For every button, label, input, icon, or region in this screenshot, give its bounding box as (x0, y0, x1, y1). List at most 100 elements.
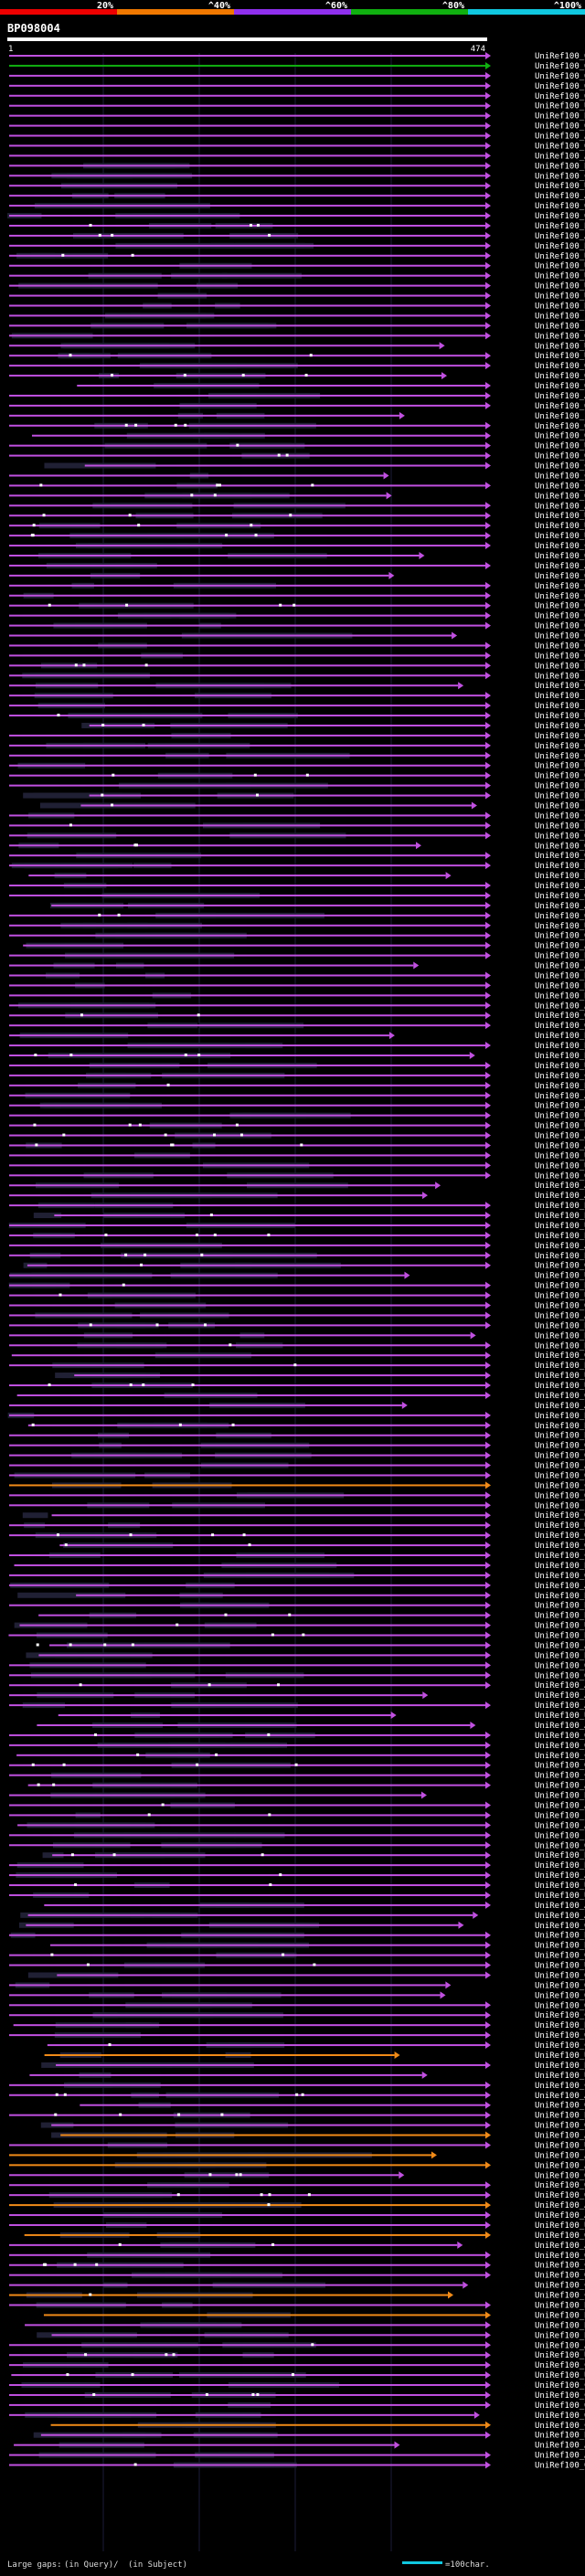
hit-label[interactable]: UniRef100_A7N2J1 (535, 1192, 585, 1201)
hit-label[interactable]: UniRef100_B6VDP0 (535, 782, 585, 791)
hit-label[interactable]: UniRef100_UP1000... (535, 522, 585, 531)
hit-label[interactable]: UniRef100_UP1000... (535, 1062, 585, 1071)
hit-label[interactable]: UniRef100_A9NWX0 (535, 232, 585, 241)
hit-label[interactable]: UniRef100_B9HQ95 (535, 1232, 585, 1241)
hit-label[interactable]: UniRef100_B3NXD2 (535, 991, 585, 1001)
hit-label[interactable]: UniRef100_Q7S398 (535, 1171, 585, 1181)
hit-label[interactable]: UniRef100_UP1000... (535, 2051, 585, 2061)
hit-label[interactable]: UniRef100_B4LGU3 (535, 822, 585, 831)
hit-label[interactable]: UniRef100_Q8LPE2 (535, 1732, 585, 1741)
hit-label[interactable]: UniRef100_P09102 (535, 412, 585, 421)
hit-label[interactable]: UniRef100_Q2HZY3 (535, 212, 585, 221)
hit-label[interactable]: UniRef100_UP1000... (535, 1521, 585, 1531)
hit-label[interactable]: UniRef100_UP1000... (535, 1112, 585, 1121)
hit-label[interactable]: UniRef100_B4P1Y3 (535, 1032, 585, 1041)
hit-label[interactable]: UniRef100_C4T047 (535, 2082, 585, 2091)
hit-label[interactable]: UniRef100_Q42366 (535, 1392, 585, 1401)
hit-label[interactable]: UniRef100_Q70JV3 (535, 142, 585, 151)
hit-label[interactable]: UniRef100_C4E6E0 (535, 2381, 585, 2390)
hit-label[interactable]: UniRef100_Q7ZTJ5 (535, 722, 585, 731)
hit-label[interactable]: UniRef100_C6VRM6 (535, 2282, 585, 2291)
hit-label[interactable]: UniRef100_Q7XPC0 (535, 2252, 585, 2261)
hit-label[interactable]: UniRef100_Q3U738 (535, 552, 585, 561)
hit-label[interactable]: UniRef100_Q06002 (535, 1981, 585, 1990)
hit-label[interactable]: UniRef100_A3GTV8 (535, 2151, 585, 2160)
hit-label[interactable]: UniRef100_A5USV4 (535, 1641, 585, 1650)
hit-label[interactable]: UniRef100_Q3UDR2 (535, 492, 585, 501)
hit-label[interactable]: UniRef100_B3MSC2 (535, 1321, 585, 1330)
hit-label[interactable]: UniRef100_Q3TF72 (535, 652, 585, 661)
hit-label[interactable]: UniRef100_Q17967 (535, 432, 585, 441)
hit-label[interactable]: UniRef100_UP1000... (535, 282, 585, 292)
hit-label[interactable]: UniRef100_Q8R4G2 (535, 842, 585, 851)
hit-label[interactable]: UniRef100_B6W5M6 (535, 162, 585, 171)
hit-label[interactable]: UniRef100_A8XQC9 (535, 2452, 585, 2461)
hit-label[interactable]: UniRef100_Q4VRH9 (535, 732, 585, 741)
hit-label[interactable]: UniRef100_UP1000... (535, 1622, 585, 1631)
hit-label[interactable]: UniRef100_Q6ZR17 (535, 752, 585, 761)
hit-label[interactable]: UniRef100_UP1000... (535, 262, 585, 271)
hit-label[interactable]: UniRef100_UP1000... (535, 182, 585, 191)
hit-label[interactable]: UniRef100_A4L733 (535, 1002, 585, 1011)
hit-label[interactable]: UniRef100_UP1000... (535, 2371, 585, 2380)
hit-label[interactable]: UniRef100_P54399 (535, 802, 585, 811)
hit-label[interactable]: UniRef100_Q3URP6 (535, 582, 585, 591)
hit-label[interactable]: UniRef100_B3MVK1 (535, 1212, 585, 1221)
hit-label[interactable]: UniRef100_Q1EP18 (535, 1471, 585, 1480)
hit-label[interactable]: UniRef100_P04785 (535, 692, 585, 701)
hit-label[interactable]: UniRef100_UP1000... (535, 1962, 585, 1971)
hit-label[interactable]: UniRef100_Q2M1E1 (535, 2031, 585, 2041)
hit-label[interactable]: UniRef100_Q1HGL1 (535, 402, 585, 411)
hit-label[interactable]: UniRef100_Q10D23 (535, 1491, 585, 1500)
hit-label[interactable]: UniRef100_Q8VG13 (535, 1991, 585, 2000)
hit-label[interactable]: UniRef100_Q1HZW3 (535, 422, 585, 431)
hit-label[interactable]: UniRef100_B9MM02 (535, 2432, 585, 2441)
hit-label[interactable]: UniRef100_UP1000... (535, 272, 585, 281)
hit-label[interactable]: UniRef100_UP1000... (535, 2072, 585, 2081)
hit-label[interactable]: UniRef100_P21195 (535, 312, 585, 321)
hit-label[interactable]: UniRef100_A9Q071 (535, 152, 585, 161)
hit-label[interactable]: UniRef100_P85626 (535, 1831, 585, 1840)
hit-label[interactable]: UniRef100_Q4U5F6 (535, 72, 585, 81)
hit-label[interactable]: UniRef100_C4TAB0 (535, 2292, 585, 2301)
hit-label[interactable]: UniRef100_Q5EUD0 (535, 2272, 585, 2281)
hit-label[interactable]: UniRef100_A9UUM5 (535, 1681, 585, 1691)
hit-label[interactable]: UniRef100_C0PF57 (535, 1552, 585, 1561)
hit-label[interactable]: UniRef100_B1MT44 (535, 1412, 585, 1421)
hit-label[interactable]: UniRef100_A9SQ21 (535, 1902, 585, 1911)
hit-label[interactable]: UniRef100_Q9GPH2 (535, 852, 585, 861)
hit-label[interactable]: UniRef100_UP1000... (535, 252, 585, 261)
hit-label[interactable]: UniRef100_Q3UBY9 (535, 772, 585, 781)
hit-label[interactable]: UniRef100_Q13087 (535, 1012, 585, 1021)
hit-label[interactable]: UniRef100_B3R733 (535, 1362, 585, 1371)
hit-label[interactable]: UniRef100_UP1000... (535, 352, 585, 361)
hit-label[interactable]: UniRef100_UP1000... (535, 1892, 585, 1901)
hit-label[interactable]: UniRef100_A9UNT5 (535, 882, 585, 891)
hit-label[interactable]: UniRef100_A5EUN9 (535, 2242, 585, 2251)
hit-label[interactable]: UniRef100_C5XRS2 (535, 1072, 585, 1081)
hit-label[interactable]: UniRef100_UP1000... (535, 2351, 585, 2360)
hit-label[interactable]: UniRef100_B0WFQ4 (535, 872, 585, 881)
hit-label[interactable]: UniRef100_A9RS99 (535, 2132, 585, 2141)
hit-label[interactable]: UniRef100_B9SWB5 (535, 1082, 585, 1091)
hit-label[interactable]: UniRef100_Q67IX6 (535, 1671, 585, 1680)
hit-label[interactable]: UniRef100_A6JFD4 (535, 1182, 585, 1191)
hit-label[interactable]: UniRef100_Q1EPN3 (535, 1302, 585, 1311)
hit-label[interactable]: UniRef100_UP1000... (535, 532, 585, 541)
hit-label[interactable]: UniRef100_Q95U02 (535, 2102, 585, 2111)
hit-label[interactable]: UniRef100_B6W2G8 (535, 1592, 585, 1601)
hit-label[interactable]: UniRef100_A0XV50 (535, 1701, 585, 1711)
hit-label[interactable]: UniRef100_B6KL59 (535, 1422, 585, 1431)
hit-label[interactable]: UniRef100_UP1000... (535, 922, 585, 931)
hit-label[interactable]: UniRef100_A6NHF3 (535, 2341, 585, 2350)
hit-label[interactable]: UniRef100_A7NY78 (535, 392, 585, 401)
hit-label[interactable]: UniRef100_B0SKG7 (535, 1432, 585, 1441)
hit-label[interactable]: UniRef100_Q22514 (535, 2171, 585, 2180)
hit-label[interactable]: UniRef100_Q3THC3 (535, 632, 585, 641)
hit-label[interactable]: UniRef100_Q57YG9 (535, 1572, 585, 1581)
hit-label[interactable]: UniRef100_Q0CP12 (535, 1952, 585, 1961)
hit-label[interactable]: UniRef100_Q9VR49 (535, 2181, 585, 2190)
hit-label[interactable]: UniRef100_UP1000... (535, 102, 585, 111)
hit-label[interactable]: UniRef100_Q1UNP4 (535, 2412, 585, 2421)
hit-label[interactable]: UniRef100_A9PDC7 (535, 1242, 585, 1251)
